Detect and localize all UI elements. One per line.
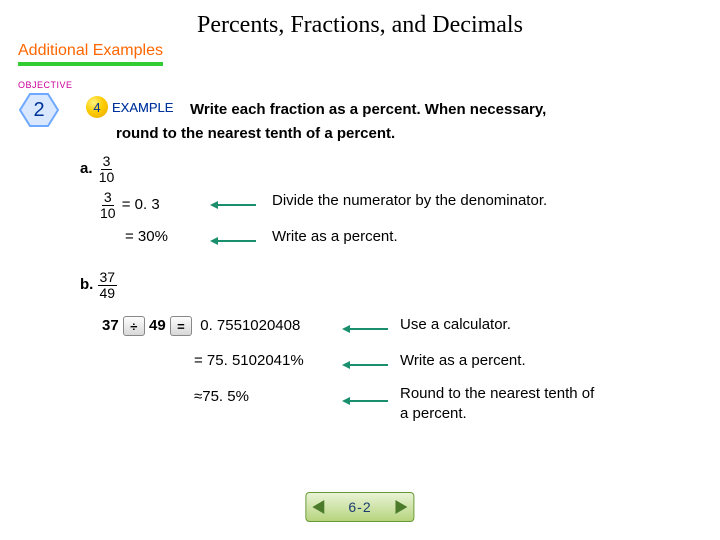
calc-equals-key: = [170,316,192,336]
nav-prev-button[interactable] [306,500,330,514]
objective-number: 2 [18,92,60,128]
nav-label: 6-2 [330,499,389,515]
part-b-label: b. [80,276,93,293]
part-b-step3-explain: Round to the nearest tenth of a percent. [400,384,600,423]
objective-label: OBJECTIVE [18,80,70,90]
additional-examples-badge: Additional Examples [18,42,163,66]
arrow-icon [210,232,256,249]
part-b-calc: 37 ÷ 49 = 0. 7551020408 [102,316,300,336]
part-a-step2-eq: = 30% [125,228,168,245]
part-b-step3-value: 75. 5% [202,388,249,405]
instruction-line-2: round to the nearest tenth of a percent. [116,122,660,146]
frac-num: 37 [98,270,118,286]
calc-result: 0. 7551020408 [200,317,300,334]
nav-pill: 6-2 [305,492,414,522]
part-a-step1-eq: = 0. 3 [122,196,160,213]
example-label: EXAMPLE [108,100,173,115]
calc-divide-key: ÷ [123,316,145,336]
example-badge: 4 EXAMPLE [86,96,173,118]
frac-den: 10 [98,206,118,221]
frac-den: 10 [97,170,117,185]
frac-num: 3 [102,190,114,206]
part-a-step2-explain: Write as a percent. [272,228,398,245]
instruction-line-1: Write each fraction as a percent. When n… [190,98,660,122]
part-b-fraction: 37 49 [98,270,118,300]
part-a-step1-fraction: 3 10 [98,190,118,220]
arrow-icon [342,356,388,373]
example-number: 4 [86,96,108,118]
calc-b: 49 [149,317,166,334]
calc-a: 37 [102,317,119,334]
arrow-icon [342,392,388,409]
part-a-label: a. [80,160,93,177]
arrow-icon [342,320,388,337]
part-b-step2-eq: = 75. 5102041% [194,352,304,369]
approx-symbol: ≈ [194,388,202,405]
part-b: b. 37 49 [80,270,117,300]
part-b-step3-eq: ≈75. 5% [194,388,249,405]
arrow-icon [210,196,256,213]
frac-den: 49 [98,286,118,301]
part-a-step1: 3 10 = 0. 3 [98,190,160,220]
frac-num: 3 [101,154,113,170]
part-a: a. 3 10 [80,154,116,184]
objective-badge: OBJECTIVE 2 [18,80,70,132]
nav-next-button[interactable] [390,500,414,514]
part-a-step1-explain: Divide the numerator by the denominator. [272,192,547,209]
objective-shape: 2 [18,92,60,128]
part-b-calc-explain: Use a calculator. [400,316,511,333]
page-title: Percents, Fractions, and Decimals [0,0,720,39]
part-a-fraction: 3 10 [97,154,117,184]
part-b-step2-explain: Write as a percent. [400,352,526,369]
